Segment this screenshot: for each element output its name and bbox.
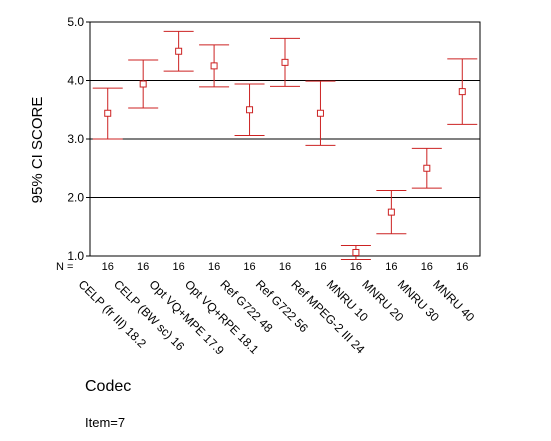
n-row: N = 16 16 16 16 16 16 16 16 16 16 16 — [56, 261, 468, 273]
errorbar-2 — [128, 59, 159, 109]
mean-marker — [387, 208, 395, 216]
errorbar-9 — [376, 189, 407, 235]
y-tick-label: 2.0 — [67, 191, 84, 205]
errorbar-7 — [305, 80, 336, 146]
errorbar-1 — [92, 87, 123, 140]
mean-marker — [210, 62, 218, 70]
mean-marker — [246, 106, 254, 114]
gridlines — [90, 80, 480, 198]
footnote: Item=7 — [85, 415, 126, 430]
n-value: 16 — [421, 261, 433, 273]
errorbar-4 — [199, 44, 230, 88]
errorbar-8 — [340, 244, 371, 261]
mean-marker — [175, 47, 183, 55]
y-tick-label: 5.0 — [67, 15, 84, 29]
errorbar-10 — [411, 147, 442, 189]
mean-marker — [352, 248, 360, 256]
mean-marker — [458, 88, 466, 96]
mean-marker — [281, 58, 289, 66]
y-tick-label: 3.0 — [67, 132, 84, 146]
mean-marker — [104, 109, 112, 117]
errorbar-3 — [163, 30, 194, 72]
n-value: 16 — [279, 261, 291, 273]
error-bars — [92, 30, 478, 261]
n-value: 16 — [102, 261, 114, 273]
n-prefix: N = — [56, 261, 73, 273]
mean-marker — [423, 164, 431, 172]
mean-marker — [316, 109, 324, 117]
n-value: 16 — [137, 261, 149, 273]
y-axis-ticks: 1.0 2.0 3.0 4.0 5.0 — [67, 15, 90, 263]
n-value: 16 — [456, 261, 468, 273]
n-value: 16 — [314, 261, 326, 273]
errorbar-11 — [447, 58, 478, 125]
errorbar-5 — [234, 83, 265, 136]
y-tick-label: 1.0 — [67, 249, 84, 263]
mean-marker — [139, 80, 147, 88]
errorbar-6 — [270, 37, 300, 87]
n-value: 16 — [243, 261, 255, 273]
y-axis-label: 95% CI SCORE — [29, 97, 46, 204]
n-value: 16 — [208, 261, 220, 273]
n-value: 16 — [350, 261, 362, 273]
x-axis-label: Codec — [85, 378, 132, 395]
n-value: 16 — [173, 261, 185, 273]
n-value: 16 — [385, 261, 397, 273]
y-tick-label: 4.0 — [67, 74, 84, 88]
